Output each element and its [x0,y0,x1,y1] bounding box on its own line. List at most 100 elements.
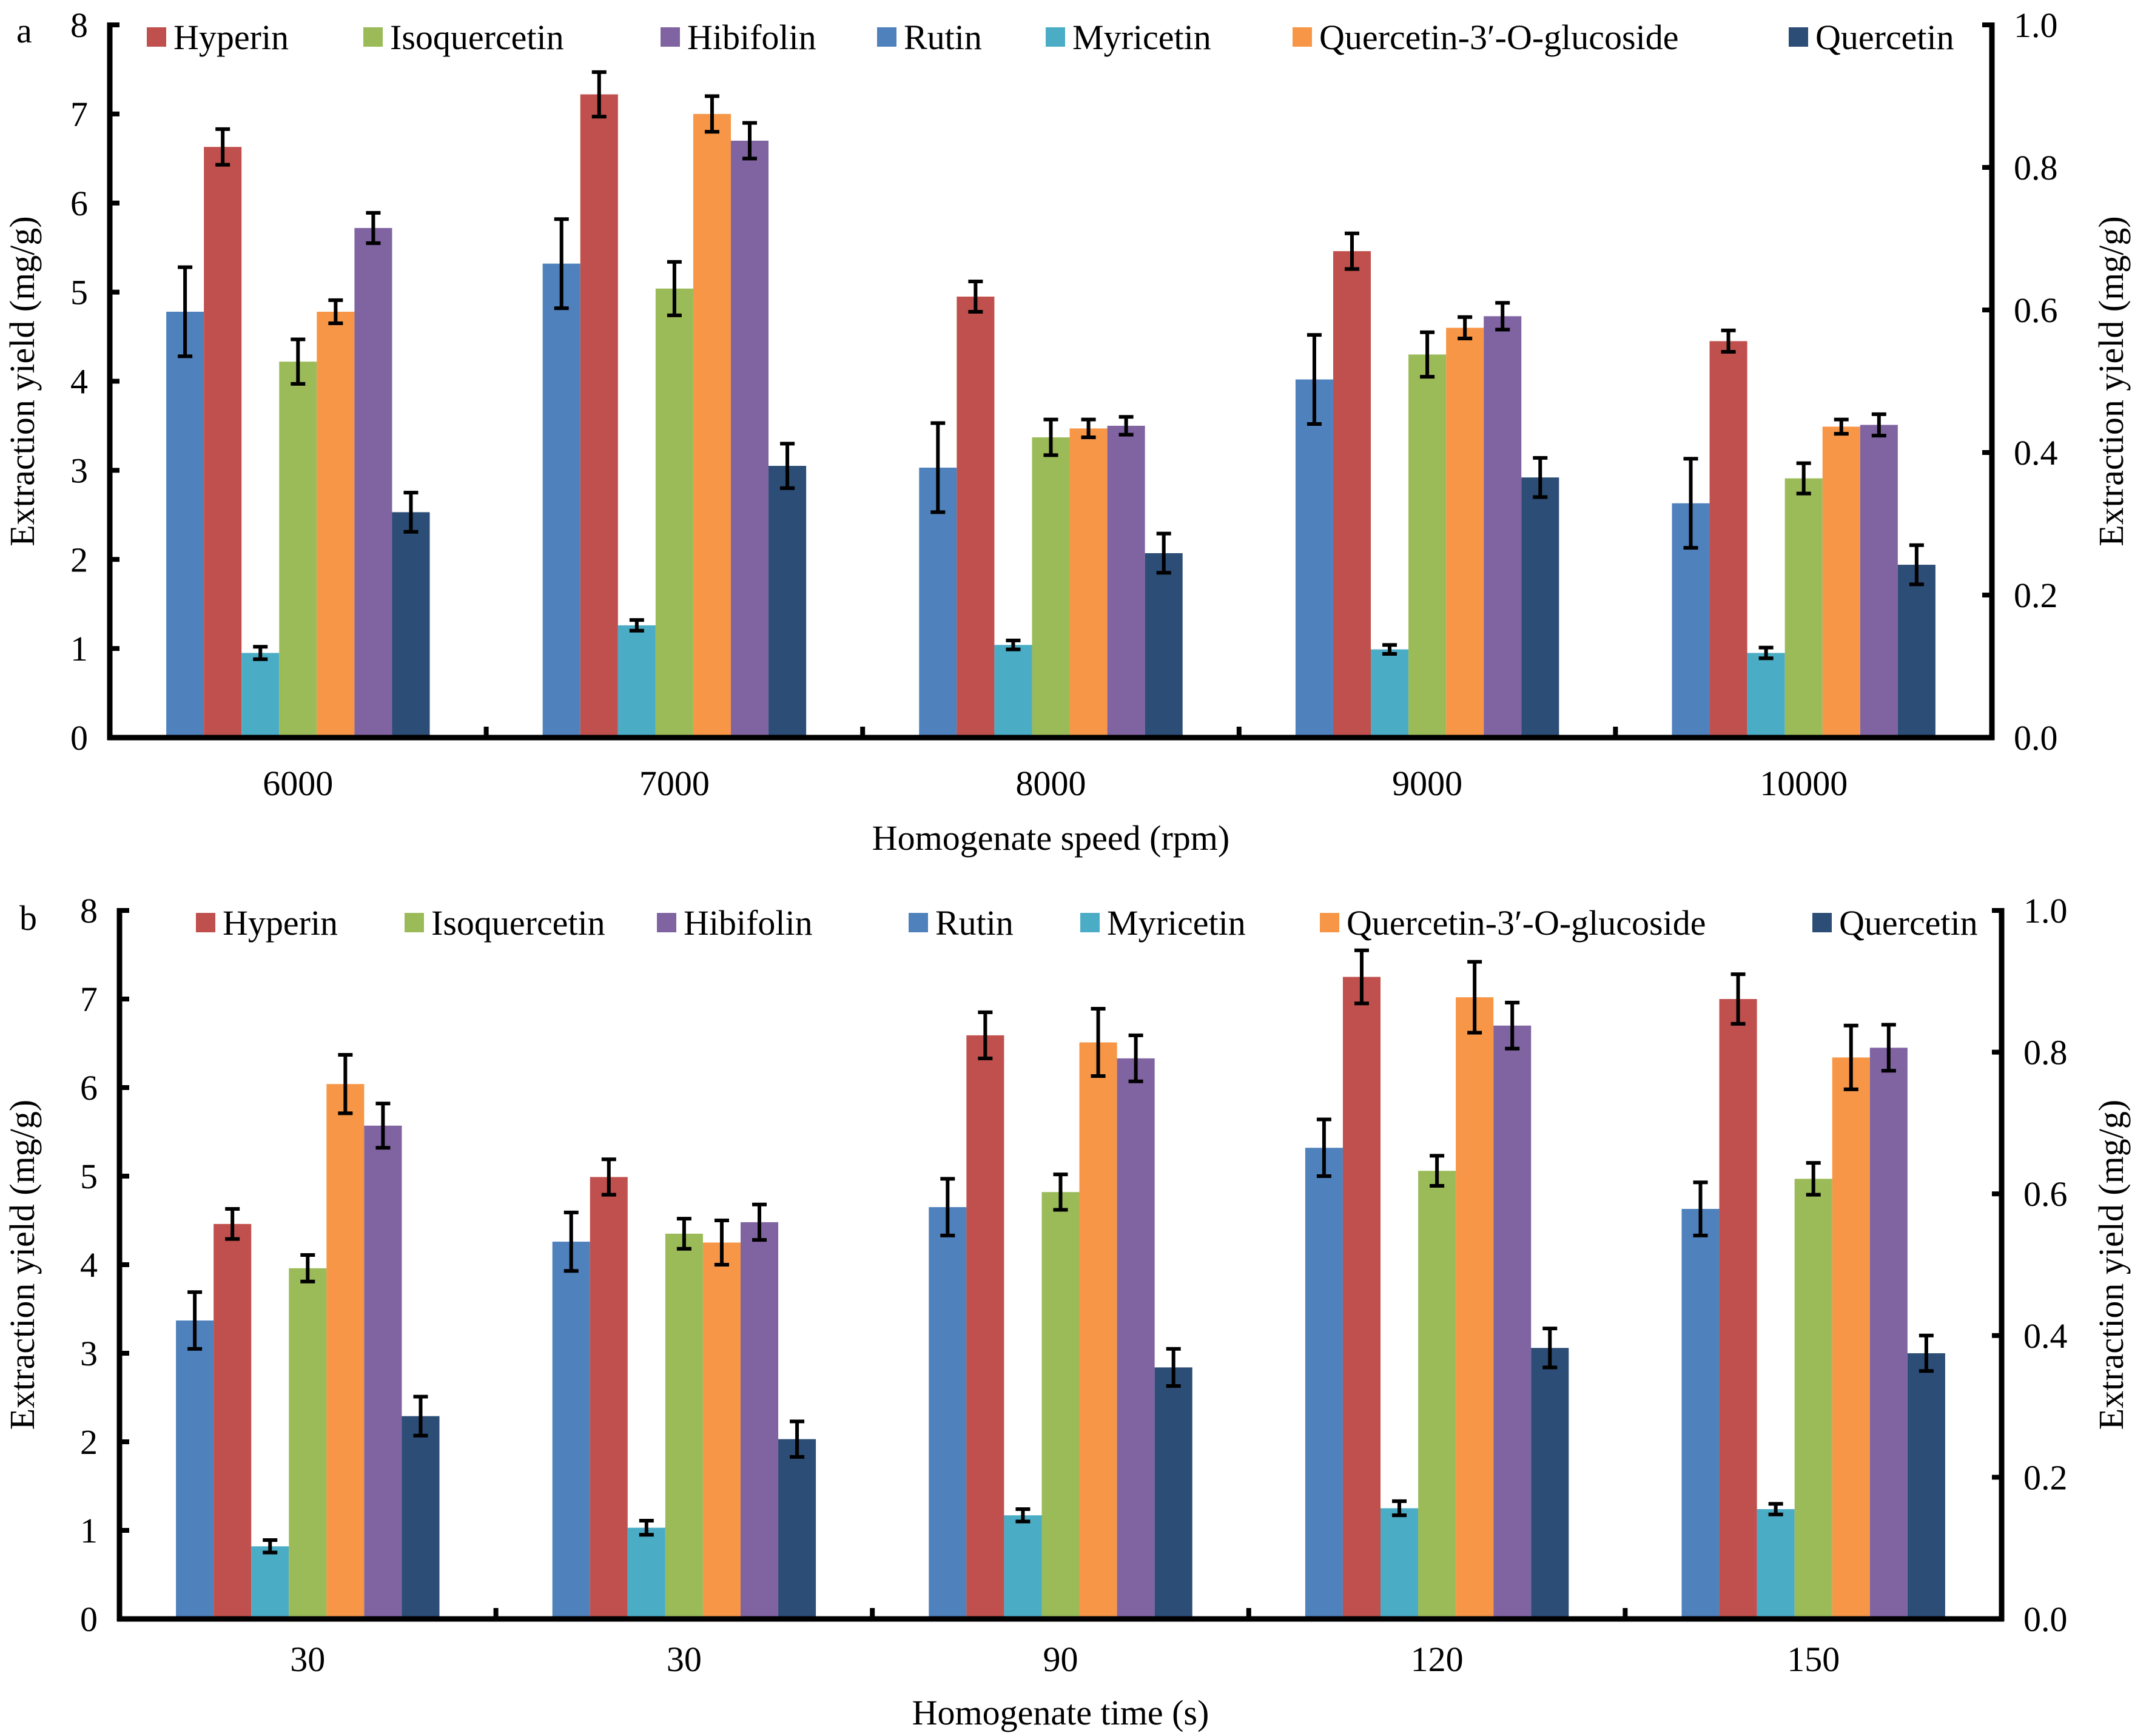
legend-label: Isoquercetin [390,18,564,57]
y-tick-label: 6 [80,1068,98,1108]
legend-label: Rutin [904,18,982,57]
legend-label: Quercetin-3′-O-glucoside [1347,903,1706,943]
bar-isoquercetin [1784,478,1823,738]
bar-quercetin [1907,1353,1945,1619]
y-tick-label: 3 [80,1334,98,1373]
legend-item: Quercetin-3′-O-glucoside [1320,903,1706,943]
bar-myricetin [994,645,1032,738]
bar-isoquercetin [1408,354,1447,738]
legend-item: Hibifolin [657,903,813,943]
legend-swatch [1080,913,1100,932]
legend-swatch [657,913,676,932]
x-axis-label: Homogenate speed (rpm) [872,818,1229,858]
legend: Hyperin Isoquercetin Hibifolin Rutin Myricet… [147,18,1954,57]
bar-quercetin-3-o-glucoside [1079,1042,1117,1619]
y-tick-label: 4 [70,362,88,402]
y-tick-label: 8 [70,5,88,45]
legend-item: Quercetin [1812,903,1978,943]
legend-label: Myricetin [1072,18,1211,57]
bar-quercetin-3-o-glucoside [702,1242,741,1619]
bar-hibifolin [730,140,769,738]
legend-swatch [1046,27,1065,47]
bar-rutin [929,1207,967,1619]
chart-panel-b: b 0 1 2 3 4 5 6 7 8 0.0 0.2 0.4 0.6 0.8 1.0 30 30 90 120 150… [2,891,2131,1732]
y-axis-label: Extraction yield (mg/g) [2,216,42,546]
legend-label: Isoquercetin [431,903,605,943]
bar-hibifolin [364,1125,402,1619]
y-right-tick-label: 0.4 [2023,1316,2068,1356]
legend-swatch [196,913,215,932]
y-right-tick-label: 0.2 [2023,1458,2068,1497]
legend-swatch [909,913,928,932]
bar-quercetin [1531,1348,1569,1619]
y-tick-label: 2 [70,540,88,579]
x-axis-label: Homogenate time (s) [912,1693,1209,1732]
bar-quercetin-3-o-glucoside [693,113,731,738]
legend-swatch [661,27,680,47]
y-tick-label: 1 [80,1511,98,1550]
legend-label: Myricetin [1107,903,1246,943]
bar-hyperin [1719,999,1757,1619]
bar-myricetin [617,625,656,738]
legend-item: Quercetin [1789,18,1954,57]
bar-myricetin [241,653,280,738]
bar-hyperin [214,1223,252,1619]
x-tick-label: 150 [1787,1640,1840,1679]
bar-myricetin [627,1527,665,1619]
legend-label: Hibifolin [687,18,816,57]
y-right-tick-label: 0.6 [2023,1174,2068,1214]
y-tick-label: 1 [70,629,88,668]
bar-rutin [1295,379,1333,738]
bar-myricetin [1371,649,1409,738]
legend-item: Isoquercetin [405,903,605,943]
legend-swatch [363,27,383,47]
bar-hibifolin [1484,316,1522,738]
bar-rutin [166,311,204,738]
legend-label: Quercetin [1815,18,1954,57]
bar-rutin [1681,1209,1720,1619]
bar-hyperin [580,94,618,738]
y-axis-label-right: Extraction yield (mg/g) [2091,216,2131,546]
bar-hyperin [957,296,995,738]
bar-quercetin [392,512,430,738]
bar-hibifolin [1117,1058,1155,1619]
legend-swatch [1293,27,1312,47]
y-right-tick-label: 0.2 [2014,576,2058,615]
y-right-tick-label: 0.8 [2023,1033,2068,1072]
x-tick-label: 90 [1043,1640,1078,1679]
bar-hibifolin [1493,1025,1532,1619]
bar-quercetin [1154,1367,1192,1619]
bar-quercetin-3-o-glucoside [317,311,355,738]
y-axis-label-right: Extraction yield (mg/g) [2091,1100,2131,1430]
bar-quercetin-3-o-glucoside [1456,997,1494,1619]
x-tick-label: 6000 [263,764,333,803]
legend-swatch [1320,913,1339,932]
legend-item: Myricetin [1046,18,1211,57]
bar-isoquercetin [1032,437,1070,738]
legend-swatch [147,27,166,47]
y-tick-label: 5 [80,1157,98,1196]
bar-quercetin-3-o-glucoside [1822,426,1860,738]
legend-swatch [877,27,896,47]
bar-quercetin-3-o-glucoside [1069,428,1108,738]
legend-item: Hyperin [147,18,289,57]
bar-quercetin-3-o-glucoside [1446,328,1484,738]
bar-rutin [1305,1148,1343,1619]
legend: Hyperin Isoquercetin Hibifolin Rutin Myricet… [196,903,1978,943]
bar-myricetin [1757,1509,1795,1619]
legend-swatch [1812,913,1832,932]
x-tick-label: 8000 [1016,764,1086,803]
bar-isoquercetin [655,288,693,738]
x-tick-label: 30 [290,1640,325,1679]
bar-myricetin [1381,1508,1419,1619]
y-tick-label: 2 [80,1422,98,1462]
legend-item: Myricetin [1080,903,1246,943]
bar-hibifolin [740,1222,779,1619]
bar-isoquercetin [665,1233,703,1619]
legend-swatch [405,913,424,932]
bar-rutin [176,1320,214,1619]
y-tick-label: 7 [80,980,98,1019]
legend-item: Rutin [877,18,982,57]
bar-rutin [552,1242,590,1619]
